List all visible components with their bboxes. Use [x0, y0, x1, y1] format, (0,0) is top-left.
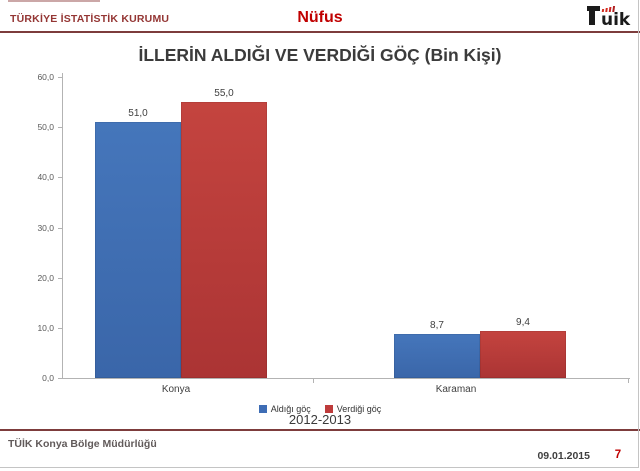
bar-aldığı-göç-konya — [95, 122, 181, 378]
y-axis-tick — [58, 77, 62, 78]
period-label: 2012-2013 — [288, 412, 352, 427]
bar-aldığı-göç-karaman — [394, 334, 480, 378]
header-rule — [0, 31, 640, 33]
y-tick-label: 50,0 — [37, 122, 54, 132]
bar-value-label: 51,0 — [128, 108, 148, 119]
legend-label: Aldığı göç — [270, 404, 311, 414]
slide-border-right — [638, 0, 639, 468]
y-tick-label: 20,0 — [37, 273, 54, 283]
footer-rule — [0, 429, 640, 431]
legend-label: Verdiği göç — [336, 404, 382, 414]
footer-org: TÜİK Konya Bölge Müdürlüğü — [8, 438, 157, 450]
legend-item: Verdiği göç — [324, 404, 382, 414]
chart-legend: Aldığı göç Verdiği göç — [0, 404, 640, 414]
category-label-karaman: Karaman — [435, 384, 477, 395]
y-axis-tick — [58, 127, 62, 128]
footer-date: 09.01.2015 — [537, 450, 590, 462]
logo-t-glyph — [587, 6, 600, 25]
y-axis-tick — [58, 177, 62, 178]
bar-verdiği-göç-konya — [181, 102, 267, 378]
tuik-logo: uik — [586, 3, 634, 30]
y-axis-tick — [58, 278, 62, 279]
bar-verdiği-göç-karaman — [480, 331, 566, 378]
y-axis-tick — [58, 228, 62, 229]
legend-swatch-red — [324, 405, 333, 413]
chart-title: İLLERİN ALDIĞI VE VERDİĞİ GÖÇ (Bin Kişi) — [138, 45, 502, 65]
y-axis-line — [62, 73, 63, 378]
x-axis-tick — [628, 379, 629, 383]
legend-item: Aldığı göç — [258, 404, 311, 414]
bar-value-label: 8,7 — [430, 320, 444, 331]
bar-value-label: 9,4 — [516, 317, 530, 328]
y-axis-tick — [58, 378, 62, 379]
logo-red-ticks — [601, 6, 616, 12]
category-label-konya: Konya — [161, 384, 191, 395]
slide-border-bottom — [0, 467, 639, 468]
section-title: Nüfus — [297, 9, 343, 26]
logo-uik-text: uik — [601, 10, 631, 29]
bar-value-label: 55,0 — [214, 88, 234, 99]
y-tick-label: 40,0 — [37, 172, 54, 182]
x-axis-line — [62, 378, 630, 379]
y-axis-tick — [58, 328, 62, 329]
y-tick-label: 10,0 — [37, 323, 54, 333]
x-axis-tick — [313, 379, 314, 383]
y-tick-label: 30,0 — [37, 223, 54, 233]
legend-swatch-blue — [258, 405, 267, 413]
y-tick-label: 60,0 — [37, 72, 54, 82]
y-tick-label: 0,0 — [42, 373, 54, 383]
top-edge-artifact — [8, 0, 100, 2]
org-name: TÜRKİYE İSTATİSTİK KURUMU — [10, 13, 170, 25]
page-number: 7 — [614, 449, 622, 461]
